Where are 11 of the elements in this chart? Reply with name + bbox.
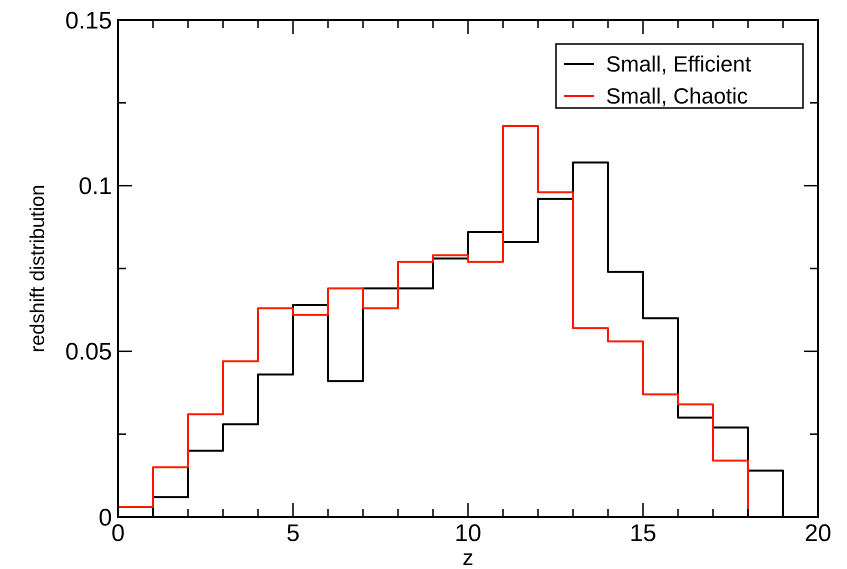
y-tick-label: 0.15 [65,7,112,34]
x-tick-label: 10 [454,520,482,547]
x-tick-label: 20 [804,520,832,547]
y-tick-label: 0.1 [78,173,112,200]
y-tick-label: 0.05 [65,338,112,366]
x-tick-label: 15 [630,520,656,547]
x-tick-label: 5 [286,520,300,547]
y-axis-title: redshift distribution [27,184,49,352]
x-axis-title: z [462,545,474,569]
legend-label: Small, Efficient [606,52,752,77]
legend-label: Small, Chaotic [606,84,748,109]
